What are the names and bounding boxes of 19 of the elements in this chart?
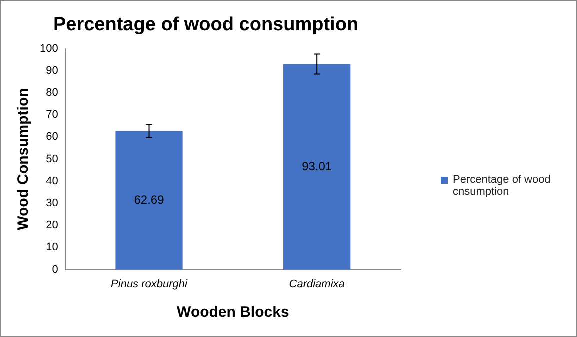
y-tick-label: 10	[46, 242, 58, 254]
y-tick-label: 70	[46, 109, 58, 122]
y-tick-label: 90	[46, 64, 58, 77]
y-tick-label: 0	[52, 264, 58, 276]
data-label: 62.69	[134, 192, 165, 207]
y-tick-label: 50	[46, 153, 58, 166]
x-axis-title: Wooden Blocks	[177, 304, 290, 322]
y-tick-label: 80	[46, 87, 58, 100]
y-tick-label: 20	[46, 220, 58, 232]
x-tick-label: Pinus roxburghi	[111, 278, 188, 290]
y-axis-title: Wood Consumption	[15, 88, 32, 230]
chart-title: Percentage of wood consumption	[53, 14, 359, 36]
legend-label: Percentage of wood cnsumption	[453, 174, 552, 198]
y-tick-label: 40	[46, 175, 58, 188]
data-label: 93.01	[302, 159, 332, 174]
x-tick-label: Cardiamixa	[289, 278, 345, 290]
y-tick-label: 100	[40, 42, 58, 55]
y-tick-label: 30	[46, 198, 58, 210]
y-tick-label: 60	[46, 131, 58, 144]
